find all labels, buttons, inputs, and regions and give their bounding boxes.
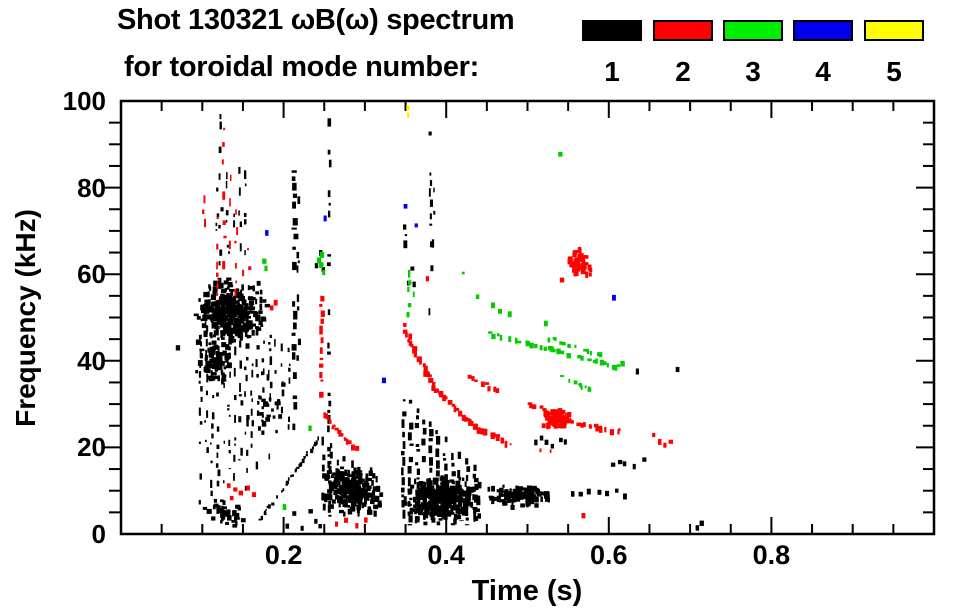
figure-title-line2: for toroidal mode number:: [124, 51, 480, 83]
legend-swatch-n5: [864, 20, 924, 41]
legend-swatch-n4: [793, 20, 853, 41]
series-n5: [406, 105, 410, 118]
series-n4: [265, 204, 616, 384]
y-tick-label: 100: [62, 86, 106, 116]
legend-swatch-n2: [653, 20, 713, 41]
series-n3: [262, 151, 625, 511]
y-tick-label: 20: [77, 432, 106, 463]
legend-label-n1: 1: [604, 56, 620, 87]
x-tick-label: 0.2: [264, 540, 303, 570]
figure-title-line1: Shot 130321 ωB(ω) spectrum: [117, 4, 515, 36]
legend-label-n3: 3: [745, 56, 761, 87]
y-tick-label: 60: [77, 259, 106, 290]
x-tick-label: 0.6: [590, 540, 628, 570]
legend-label-n2: 2: [675, 56, 691, 87]
series-n2: [202, 127, 674, 529]
plot-frame: [119, 99, 936, 536]
series-n1: [175, 114, 704, 531]
x-tick-label: 0.4: [427, 540, 465, 570]
y-tick-label: 0: [91, 519, 106, 549]
legend-swatch-n1: [582, 20, 642, 41]
legend-swatch-n3: [723, 20, 783, 41]
x-tick-label: 0.8: [752, 540, 791, 570]
legend-label-n4: 4: [815, 56, 831, 87]
legend-label-n5: 5: [886, 56, 902, 87]
x-axis-title: Time (s): [471, 575, 583, 607]
y-tick-label: 40: [77, 345, 106, 376]
y-tick-label: 80: [77, 172, 106, 203]
